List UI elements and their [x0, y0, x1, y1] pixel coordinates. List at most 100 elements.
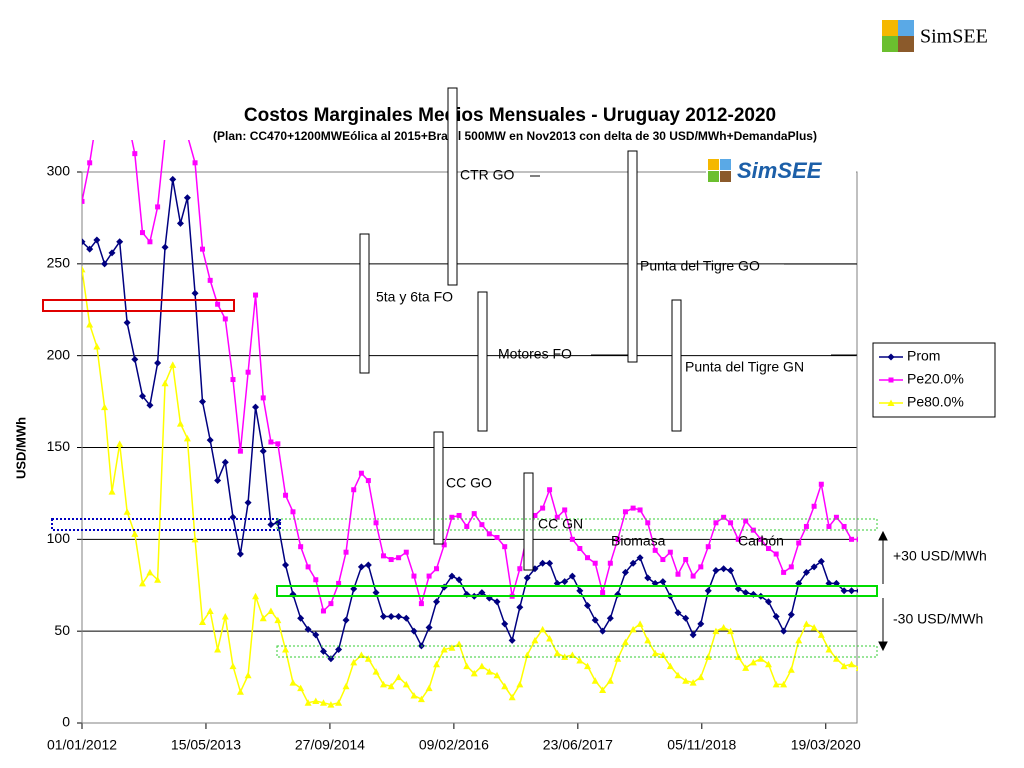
- marker: [478, 662, 486, 670]
- marker: [320, 608, 326, 614]
- marker: [206, 436, 214, 444]
- marker: [832, 655, 840, 662]
- marker: [796, 540, 802, 546]
- marker: [236, 688, 244, 695]
- marker: [561, 653, 569, 660]
- marker: [674, 671, 682, 679]
- marker: [357, 563, 365, 571]
- marker: [523, 574, 531, 582]
- marker: [660, 557, 666, 563]
- marker: [214, 477, 222, 485]
- marker: [298, 544, 304, 550]
- marker: [139, 230, 145, 236]
- marker: [178, 96, 183, 101]
- marker: [630, 505, 636, 511]
- marker: [645, 520, 651, 526]
- plot-frame: [81, 171, 858, 724]
- marker: [888, 377, 894, 383]
- x-tick-label: 15/05/2013: [171, 737, 241, 753]
- marker: [147, 239, 153, 245]
- marker: [728, 520, 734, 526]
- marker: [704, 587, 712, 595]
- chart-brand: SimSEE: [737, 158, 823, 183]
- marker: [547, 487, 553, 493]
- annotation: CC GN: [538, 516, 583, 532]
- marker: [244, 499, 252, 507]
- marker: [562, 507, 568, 513]
- marker: [781, 569, 787, 575]
- chart-title: Costos Marginales Medios Mensuales - Uru…: [244, 105, 776, 126]
- marker: [350, 585, 358, 593]
- marker: [417, 695, 425, 703]
- marker: [887, 353, 895, 361]
- marker: [531, 636, 539, 644]
- marker: [313, 577, 319, 583]
- x-tick-label: 19/03/2020: [791, 737, 861, 753]
- marker: [358, 470, 364, 476]
- marker: [342, 682, 350, 690]
- marker: [192, 160, 198, 166]
- marker: [817, 631, 825, 638]
- marker: [373, 520, 379, 526]
- marker: [312, 697, 320, 704]
- marker: [554, 514, 560, 520]
- marker: [169, 361, 177, 368]
- marker: [155, 204, 161, 210]
- marker: [93, 236, 101, 244]
- marker: [116, 238, 124, 246]
- marker: [734, 585, 742, 593]
- marker: [848, 660, 856, 668]
- annotation: 5ta y 6ta FO: [376, 289, 453, 305]
- marker: [721, 514, 727, 520]
- marker: [471, 511, 477, 517]
- marker: [365, 478, 371, 484]
- marker: [817, 557, 825, 565]
- marker: [387, 682, 395, 690]
- marker: [659, 651, 667, 659]
- marker: [720, 623, 728, 631]
- marker: [229, 662, 237, 670]
- marker: [478, 589, 486, 597]
- marker: [350, 658, 358, 666]
- marker: [848, 587, 856, 595]
- annotation: Motores FO: [498, 346, 572, 362]
- marker: [568, 572, 576, 580]
- marker: [116, 440, 124, 447]
- marker: [267, 521, 275, 529]
- marker: [591, 616, 599, 624]
- marker: [109, 78, 114, 83]
- marker: [402, 614, 410, 622]
- marker: [773, 551, 779, 557]
- marker: [274, 616, 282, 624]
- marker: [659, 578, 667, 586]
- marker: [305, 564, 311, 570]
- marker: [198, 398, 206, 406]
- marker: [253, 292, 259, 298]
- marker: [607, 560, 613, 566]
- marker: [727, 627, 735, 635]
- marker: [102, 87, 107, 92]
- marker: [244, 671, 252, 679]
- marker: [856, 536, 858, 542]
- marker: [636, 620, 644, 627]
- marker: [636, 554, 644, 562]
- marker: [479, 522, 485, 528]
- marker: [637, 507, 643, 513]
- marker: [600, 590, 606, 596]
- x-tick-label: 09/02/2016: [419, 737, 489, 753]
- marker: [532, 512, 538, 518]
- marker: [585, 555, 591, 561]
- marker: [810, 623, 818, 631]
- marker: [772, 612, 780, 620]
- marker: [364, 561, 372, 569]
- marker: [502, 544, 508, 550]
- marker: [787, 611, 795, 619]
- marker: [161, 379, 169, 387]
- logo: [882, 20, 914, 52]
- marker: [803, 523, 809, 529]
- marker: [651, 649, 659, 657]
- marker: [379, 680, 387, 688]
- x-tick-label: 05/11/2018: [667, 737, 736, 753]
- marker: [230, 377, 236, 383]
- marker: [448, 644, 456, 651]
